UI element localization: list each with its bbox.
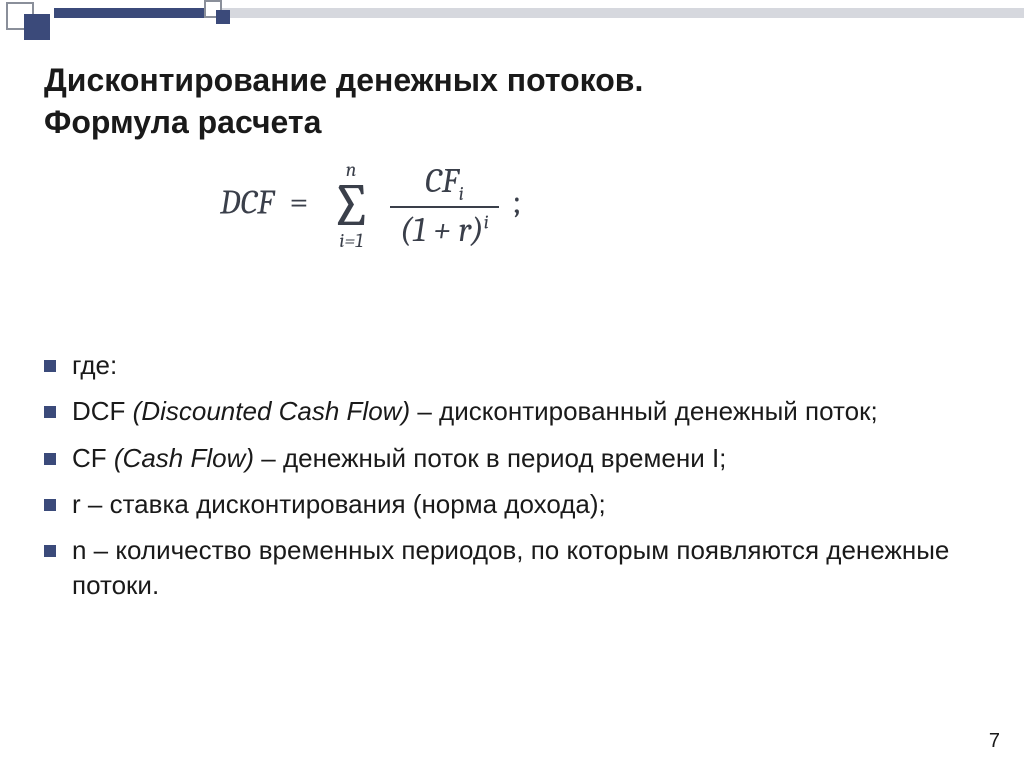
- num-cf: CF: [425, 161, 459, 201]
- page-number: 7: [989, 730, 1000, 753]
- header-square-fill-1: [24, 14, 50, 40]
- slide-title: Дисконтирование денежных потоков. Формул…: [44, 60, 643, 143]
- bullet-italic: (Cash Flow): [114, 443, 254, 473]
- bullet-marker-icon: [44, 453, 56, 465]
- sigma-symbol: ∑: [330, 180, 372, 231]
- formula-lhs: DCF: [220, 182, 274, 222]
- bullet-text: r – ставка дисконтирования (норма дохода…: [72, 487, 964, 521]
- dcf-formula: DCF = n ∑ i=1 CFi (1 + r)i ;: [220, 160, 521, 251]
- header-stripe-dark: [54, 8, 214, 18]
- bullet-list: где: DCF (Discounted Cash Flow) – дискон…: [44, 348, 964, 614]
- den-open: (1 +: [400, 210, 458, 250]
- bullet-text: DCF (Discounted Cash Flow) – дисконтиров…: [72, 394, 964, 428]
- list-item: n – количество временных периодов, по ко…: [44, 533, 964, 602]
- bullet-pre: CF: [72, 443, 114, 473]
- title-line-2: Формула расчета: [44, 102, 643, 144]
- list-item: DCF (Discounted Cash Flow) – дисконтиров…: [44, 394, 964, 428]
- formula-equals: =: [290, 182, 309, 222]
- den-close: ): [471, 210, 484, 250]
- bullet-post: – дисконтированный денежный поток;: [410, 396, 878, 426]
- den-r: r: [458, 210, 471, 250]
- bullet-marker-icon: [44, 545, 56, 557]
- formula-semicolon: ;: [512, 182, 521, 222]
- header-square-fill-2: [216, 10, 230, 24]
- bullet-text: n – количество временных периодов, по ко…: [72, 533, 964, 602]
- fraction-denominator: (1 + r)i: [390, 208, 499, 250]
- formula-sigma: n ∑ i=1: [330, 160, 372, 251]
- header-stripe-light: [214, 8, 1024, 18]
- bullet-pre: DCF: [72, 396, 133, 426]
- formula-fraction: CFi (1 + r)i: [390, 161, 499, 251]
- fraction-numerator: CFi: [390, 161, 499, 209]
- bullet-text: CF (Cash Flow) – денежный поток в период…: [72, 441, 964, 475]
- list-item: где:: [44, 348, 964, 382]
- bullet-text: где:: [72, 348, 964, 382]
- slide-header-decoration: [0, 0, 1024, 38]
- bullet-post: – денежный поток в период времени I;: [254, 443, 726, 473]
- list-item: r – ставка дисконтирования (норма дохода…: [44, 487, 964, 521]
- title-line-1: Дисконтирование денежных потоков.: [44, 60, 643, 102]
- num-sub: i: [459, 181, 464, 204]
- bullet-italic: (Discounted Cash Flow): [133, 396, 410, 426]
- bullet-marker-icon: [44, 406, 56, 418]
- list-item: CF (Cash Flow) – денежный поток в период…: [44, 441, 964, 475]
- bullet-marker-icon: [44, 499, 56, 511]
- den-sup: i: [484, 211, 489, 234]
- bullet-marker-icon: [44, 360, 56, 372]
